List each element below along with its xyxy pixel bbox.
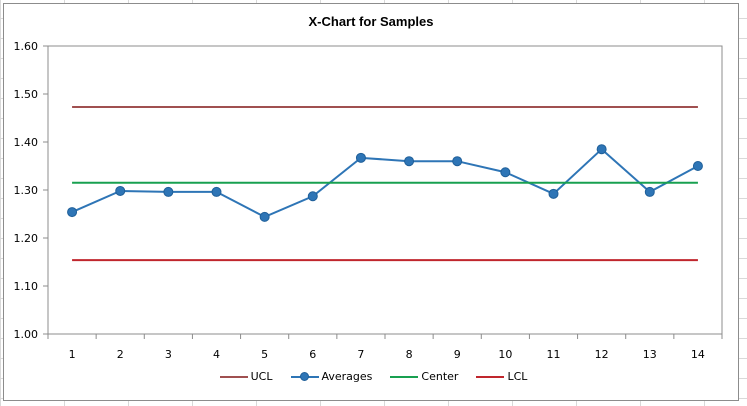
x-tick-label: 8 (406, 348, 413, 361)
x-tick-label: 9 (454, 348, 461, 361)
data-point-marker[interactable] (163, 186, 174, 197)
y-tick-label: 1.50 (14, 88, 39, 101)
x-tick-label: 14 (691, 348, 705, 361)
legend-label: UCL (250, 370, 273, 383)
y-tick-label: 1.20 (14, 232, 39, 245)
x-tick-label: 10 (498, 348, 512, 361)
legend-label: Center (421, 370, 459, 383)
data-point-marker[interactable] (115, 185, 126, 196)
chart-title: X-Chart for Samples (308, 14, 434, 29)
data-point-marker[interactable] (259, 211, 270, 222)
legend-item-center[interactable]: Center (390, 370, 458, 383)
y-tick-label: 1.10 (14, 280, 39, 293)
data-point-marker[interactable] (404, 156, 415, 167)
x-tick-label: 7 (357, 348, 364, 361)
x-tick-label: 3 (165, 348, 172, 361)
legend-swatch-icon (290, 371, 319, 381)
legend-item-lcl[interactable]: LCL (476, 370, 527, 383)
data-point-marker[interactable] (307, 191, 318, 202)
data-point-marker[interactable] (211, 186, 222, 197)
data-point-marker[interactable] (644, 186, 655, 197)
x-tick-label: 1 (69, 348, 76, 361)
x-tick-label: 4 (213, 348, 220, 361)
legend-label: Averages (321, 370, 373, 383)
plot-border (47, 45, 723, 335)
data-point-marker[interactable] (355, 152, 366, 163)
chart-container[interactable]: X-Chart for Samples (3, 3, 739, 401)
legend-label: LCL (507, 370, 528, 383)
x-tick-label: 11 (547, 348, 561, 361)
x-tick-label: 5 (261, 348, 268, 361)
data-point-marker[interactable] (500, 167, 511, 178)
x-tick-label: 13 (643, 348, 657, 361)
x-tick-label: 12 (595, 348, 609, 361)
data-point-marker[interactable] (548, 188, 559, 199)
y-tick-label: 1.40 (14, 136, 39, 149)
data-point-marker[interactable] (67, 207, 78, 218)
legend-item-ucl[interactable]: UCL (219, 370, 273, 383)
data-point-marker[interactable] (596, 144, 607, 155)
x-tick-label: 6 (309, 348, 316, 361)
legend-item-averages[interactable]: Averages (290, 370, 373, 383)
y-tick-label: 1.30 (14, 184, 39, 197)
data-point-marker[interactable] (692, 161, 703, 171)
x-tick-label: 2 (117, 348, 124, 361)
legend-swatch-icon (390, 375, 419, 378)
legend-swatch-icon (219, 375, 248, 378)
data-point-marker[interactable] (452, 156, 463, 167)
y-tick-label: 1.00 (14, 328, 39, 341)
y-tick-label: 1.60 (14, 40, 39, 53)
legend-swatch-icon (476, 375, 505, 378)
marker-dot-icon (299, 371, 309, 381)
legend: UCL Averages Center LCL (0, 370, 747, 383)
series-averages-line[interactable] (71, 147, 699, 218)
